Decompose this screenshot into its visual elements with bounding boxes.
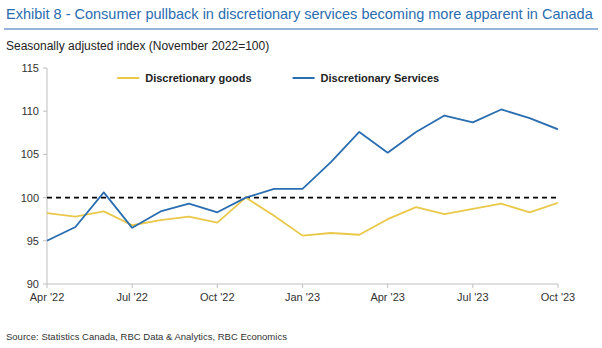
legend-swatch — [293, 77, 315, 79]
x-tick — [302, 284, 303, 288]
x-tick-label: Jan '23 — [285, 291, 320, 303]
series-line — [47, 109, 558, 240]
y-tick-label: 95 — [27, 235, 39, 247]
x-tick-label: Jul '23 — [457, 291, 488, 303]
y-tick — [43, 284, 47, 285]
y-tick-label: 115 — [21, 62, 39, 74]
title: Exhibit 8 - Consumer pullback in discret… — [6, 6, 594, 22]
x-tick-label: Apr '23 — [370, 291, 405, 303]
legend-swatch — [117, 77, 139, 79]
legend: Discretionary goods Discretionary Service… — [117, 72, 439, 84]
y-axis — [47, 68, 48, 284]
legend-label: Discretionary Services — [321, 72, 440, 84]
x-tick — [217, 284, 218, 288]
y-tick — [43, 68, 47, 69]
subtitle: Seasonally adjusted index (November 2022… — [6, 39, 269, 53]
y-tick-label: 90 — [27, 278, 39, 290]
x-tick-label: Jul '22 — [116, 291, 147, 303]
chart-container: Exhibit 8 - Consumer pullback in discret… — [0, 0, 602, 348]
y-tick — [43, 240, 47, 241]
x-tick — [472, 284, 473, 288]
x-tick-label: Oct '22 — [200, 291, 235, 303]
y-tick-label: 105 — [21, 148, 39, 160]
legend-label: Discretionary goods — [145, 72, 251, 84]
chart: Exhibit 8 - Consumer pullback in discret… — [0, 0, 602, 348]
reference-line — [47, 197, 558, 199]
x-tick — [558, 284, 559, 288]
x-tick-label: Apr '22 — [30, 291, 65, 303]
y-tick-label: 100 — [21, 192, 39, 204]
x-tick — [132, 284, 133, 288]
y-tick-label: 110 — [21, 105, 39, 117]
y-tick — [43, 111, 47, 112]
y-tick — [43, 197, 47, 198]
source: Source: Statistics Canada, RBC Data & An… — [6, 331, 287, 342]
x-tick-label: Oct '23 — [541, 291, 576, 303]
plot-area — [47, 109, 558, 240]
x-tick — [47, 284, 48, 288]
y-tick — [43, 154, 47, 155]
x-tick — [387, 284, 388, 288]
title-rule — [4, 29, 598, 30]
